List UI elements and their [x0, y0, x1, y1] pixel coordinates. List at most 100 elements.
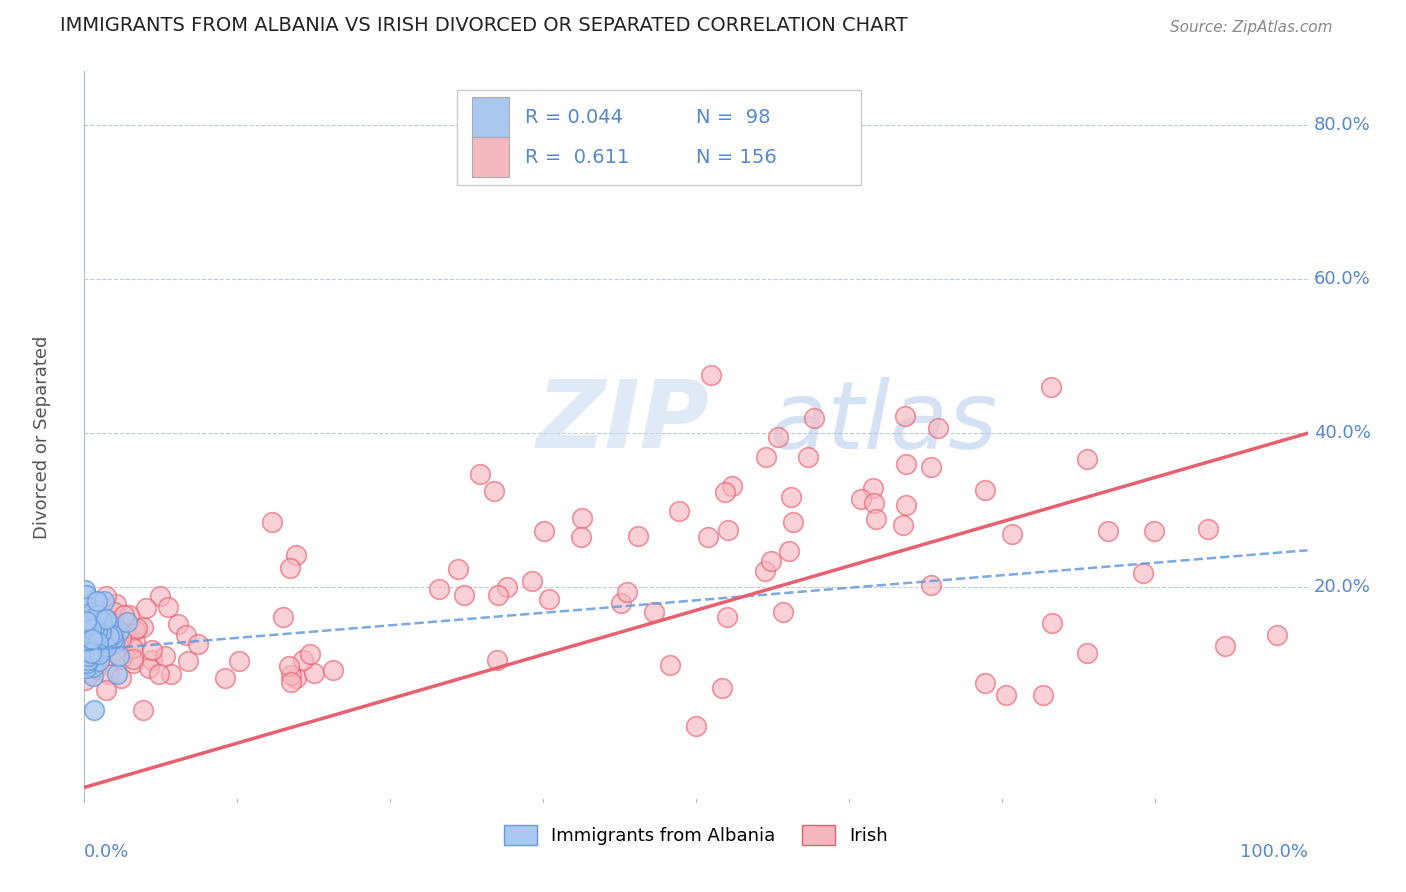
Point: [75, 625, 97, 640]
Point: [104, 618, 127, 632]
Point: [105, 667, 128, 681]
Point: [754, 565, 776, 579]
Point: [86, 593, 108, 607]
Point: [1097, 524, 1119, 539]
Point: [75, 625, 97, 640]
Point: [122, 641, 145, 656]
Point: [101, 628, 124, 642]
Point: [77, 639, 100, 653]
Point: [110, 652, 132, 666]
Point: [77, 603, 100, 617]
Point: [75, 624, 97, 638]
Point: [482, 483, 505, 498]
Text: 100.0%: 100.0%: [1240, 843, 1308, 861]
Point: [1040, 616, 1063, 631]
Point: [84, 659, 107, 673]
Point: [110, 632, 132, 646]
Point: [75, 628, 97, 642]
Point: [284, 548, 307, 562]
Point: [77, 624, 100, 639]
Point: [103, 636, 125, 650]
Point: [124, 635, 146, 649]
Point: [83, 621, 105, 635]
Point: [610, 596, 633, 610]
Point: [79, 629, 101, 643]
Point: [96, 622, 118, 636]
Point: [865, 512, 887, 526]
Point: [167, 616, 190, 631]
Point: [973, 483, 995, 497]
Point: [73, 602, 96, 616]
Point: [187, 638, 209, 652]
Point: [778, 543, 800, 558]
Point: [174, 628, 197, 642]
Text: IMMIGRANTS FROM ALBANIA VS IRISH DIVORCED OR SEPARATED CORRELATION CHART: IMMIGRANTS FROM ALBANIA VS IRISH DIVORCE…: [60, 16, 907, 35]
Point: [894, 498, 917, 512]
Point: [96, 638, 118, 652]
Point: [86, 649, 108, 664]
Point: [87, 654, 110, 668]
Point: [761, 553, 783, 567]
Point: [87, 614, 110, 628]
Point: [89, 626, 111, 640]
Point: [714, 484, 737, 499]
Point: [94, 612, 117, 626]
Point: [75, 588, 97, 602]
Point: [1039, 380, 1062, 394]
Point: [86, 607, 108, 622]
Point: [76, 626, 98, 640]
Point: [755, 450, 778, 464]
Point: [75, 582, 97, 597]
Point: [94, 683, 117, 698]
Point: [84, 647, 107, 661]
Point: [849, 491, 872, 506]
Point: [77, 629, 100, 643]
Point: [862, 482, 884, 496]
Point: [103, 625, 125, 640]
Point: [90, 631, 112, 645]
Point: [90, 640, 112, 655]
Point: [86, 640, 108, 654]
Point: [80, 646, 103, 660]
Legend: Immigrants from Albania, Irish: Immigrants from Albania, Irish: [496, 818, 896, 852]
Point: [75, 643, 97, 657]
Text: R = 0.044: R = 0.044: [524, 108, 623, 127]
Point: [93, 640, 115, 655]
Point: [105, 597, 128, 611]
Point: [569, 530, 592, 544]
Point: [73, 608, 96, 623]
Point: [77, 645, 100, 659]
Point: [121, 657, 143, 671]
Point: [84, 662, 107, 676]
Point: [927, 421, 949, 435]
Point: [1132, 566, 1154, 580]
Point: [685, 719, 707, 733]
Point: [97, 615, 120, 630]
Point: [73, 673, 96, 687]
Point: [496, 581, 519, 595]
Point: [73, 623, 96, 637]
Point: [214, 671, 236, 685]
Point: [77, 653, 100, 667]
Point: [80, 605, 103, 619]
Point: [716, 609, 738, 624]
Point: [90, 615, 112, 629]
Point: [97, 619, 120, 633]
Point: [86, 624, 108, 638]
Point: [103, 632, 125, 646]
Point: [104, 619, 127, 633]
Point: [96, 635, 118, 649]
Point: [93, 594, 115, 608]
Point: [76, 635, 98, 649]
Text: 0.0%: 0.0%: [84, 843, 129, 861]
Point: [485, 653, 508, 667]
Point: [73, 625, 96, 640]
Point: [96, 640, 118, 654]
Point: [80, 651, 103, 665]
Point: [427, 582, 450, 597]
Point: [105, 624, 128, 639]
Point: [76, 636, 98, 650]
Point: [894, 409, 917, 424]
Point: [94, 640, 117, 655]
Point: [89, 640, 111, 654]
